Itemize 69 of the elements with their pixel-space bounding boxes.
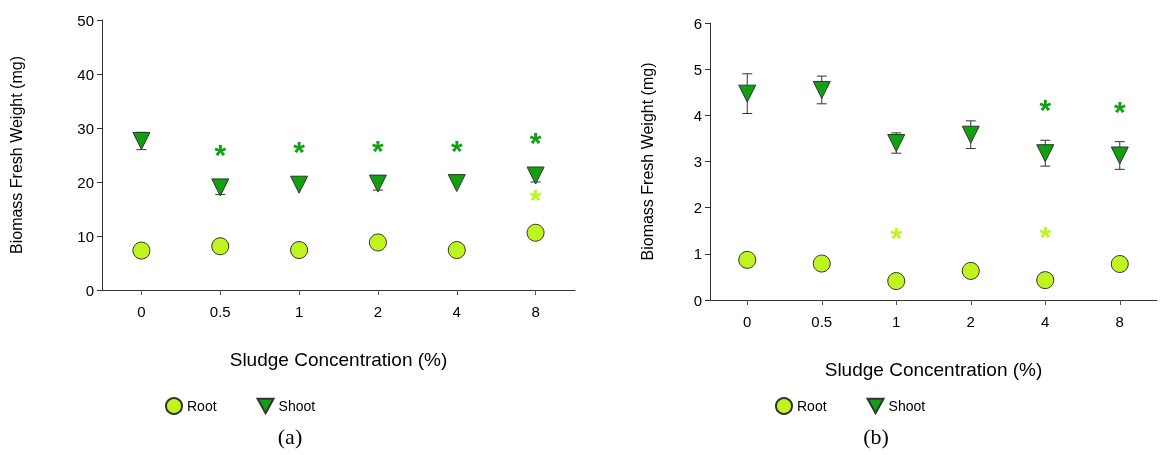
x-tick-label: 8 <box>1115 313 1124 330</box>
x-tick-label: 0.5 <box>811 313 833 330</box>
y-tick-label: 3 <box>693 153 702 170</box>
x-tick-label: 4 <box>452 303 461 320</box>
data-label: * <box>214 137 227 171</box>
legend-label: Root <box>187 398 217 414</box>
point <box>447 174 466 193</box>
point <box>1036 271 1055 290</box>
data-label: * <box>1113 95 1126 128</box>
data-label: * <box>450 133 463 167</box>
point <box>961 261 980 280</box>
y-tick-label: 30 <box>77 119 94 137</box>
data-label: * <box>529 126 542 160</box>
y-tick-label: 4 <box>693 106 702 124</box>
y-axis-title: Biomass Fresh Weight (mg) <box>638 62 656 261</box>
point <box>738 250 757 269</box>
point <box>1110 146 1129 165</box>
x-tick-label: 0.5 <box>209 303 231 320</box>
point <box>812 80 831 99</box>
legend-label: Shoot <box>888 398 926 414</box>
legend-label: Root <box>797 398 827 414</box>
x-tick-label: 0 <box>743 313 752 330</box>
point <box>961 125 980 144</box>
x-tick-label: 0 <box>137 303 146 320</box>
y-tick-label: 5 <box>693 60 702 78</box>
x-tick-label: 4 <box>1041 313 1050 330</box>
point <box>1110 254 1129 273</box>
y-tick-label: 50 <box>77 11 94 29</box>
point <box>211 178 230 197</box>
data-label: * <box>372 134 385 168</box>
x-tick-label: 1 <box>294 303 304 320</box>
x-tick-label: 8 <box>531 303 540 320</box>
point <box>368 174 387 193</box>
legend-label: Shoot <box>278 398 316 414</box>
x-axis-title: Sludge Concentration (%) <box>824 359 1043 380</box>
point <box>211 237 230 256</box>
point <box>812 254 831 273</box>
y-tick-label: 1 <box>693 245 702 263</box>
y-tick-label: 6 <box>693 14 702 32</box>
data-label: * <box>1039 219 1052 253</box>
point <box>290 175 309 194</box>
x-tick-label: 2 <box>373 303 383 320</box>
point <box>368 233 387 252</box>
x-tick-label: 1 <box>892 313 901 330</box>
data-label: * <box>293 135 306 169</box>
y-tick-label: 20 <box>77 173 94 191</box>
text: (b) <box>863 423 889 449</box>
point <box>887 272 906 291</box>
y-tick-label: 0 <box>693 291 702 309</box>
point <box>526 223 545 242</box>
y-tick-label: 0 <box>85 281 94 299</box>
point <box>526 166 545 185</box>
point <box>738 84 757 103</box>
x-tick-label: 2 <box>966 313 975 330</box>
y-tick-label: 10 <box>77 227 94 245</box>
y-tick-label: 40 <box>77 65 94 83</box>
point <box>290 241 309 260</box>
data-label: * <box>890 220 903 254</box>
data-label: * <box>1039 92 1052 126</box>
point <box>132 131 151 150</box>
point <box>132 241 151 260</box>
text: (a) <box>277 423 303 449</box>
point <box>887 134 906 153</box>
point <box>1036 144 1055 163</box>
y-axis-title: Biomass Fresh Weight (mg) <box>7 56 25 254</box>
point <box>447 241 466 260</box>
x-axis-title: Sludge Concentration (%) <box>229 349 448 370</box>
data-label: * <box>529 183 542 217</box>
y-tick-label: 2 <box>693 199 702 217</box>
